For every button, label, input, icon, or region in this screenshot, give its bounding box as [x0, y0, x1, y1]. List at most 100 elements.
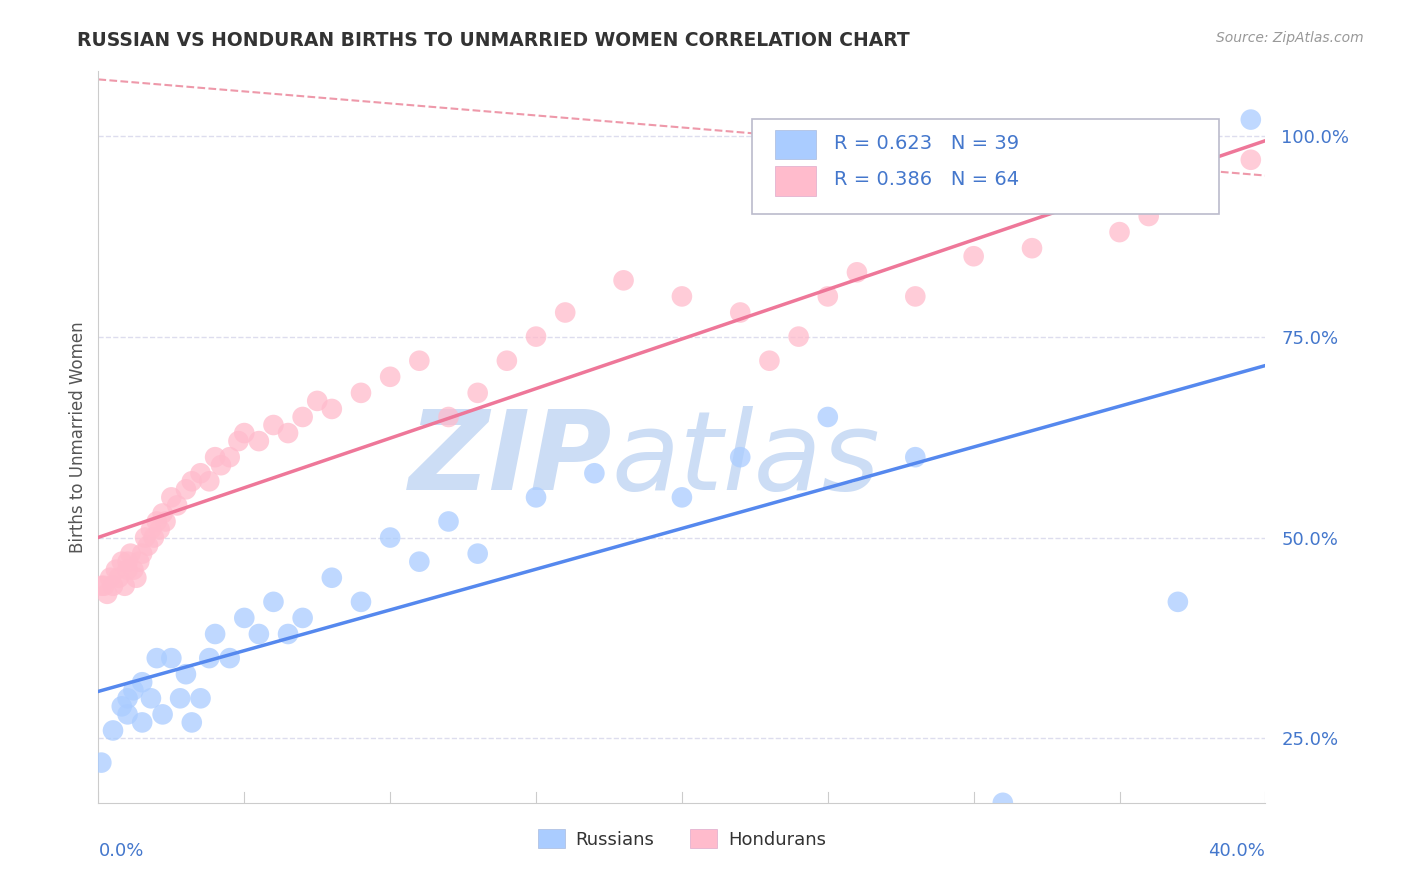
Point [437, 515, 460, 529]
Point [136, 539, 159, 553]
Point [93, 579, 115, 593]
Point [1240, 153, 1263, 167]
Y-axis label: Births to Unmarried Women: Births to Unmarried Women [69, 321, 87, 553]
Point [233, 611, 256, 625]
Point [131, 715, 153, 730]
Point [350, 595, 373, 609]
Point [233, 425, 256, 440]
Point [117, 563, 139, 577]
Point [96, 587, 118, 601]
Point [120, 547, 142, 561]
Point [554, 305, 576, 319]
Point [817, 409, 839, 424]
Point [104, 563, 127, 577]
FancyBboxPatch shape [752, 119, 1219, 214]
Point [408, 353, 430, 368]
Point [1021, 241, 1043, 255]
Point [152, 707, 174, 722]
Point [321, 571, 343, 585]
Point [139, 691, 162, 706]
Point [262, 417, 284, 432]
Point [169, 691, 191, 706]
Point [321, 401, 343, 416]
Point [131, 675, 153, 690]
Point [149, 523, 172, 537]
Point [146, 515, 169, 529]
Point [122, 563, 145, 577]
Point [524, 491, 547, 505]
Point [817, 289, 839, 303]
Point [108, 571, 131, 585]
Point [174, 667, 197, 681]
Point [117, 555, 139, 569]
Point [111, 699, 134, 714]
Point [1137, 209, 1160, 223]
Point [671, 491, 693, 505]
Point [247, 434, 270, 449]
Point [350, 385, 373, 400]
Point [180, 715, 202, 730]
Point [218, 450, 240, 465]
Point [146, 651, 169, 665]
Point [991, 796, 1014, 810]
Point [612, 273, 634, 287]
Point [962, 249, 984, 263]
Text: R = 0.386   N = 64: R = 0.386 N = 64 [834, 170, 1019, 189]
Point [730, 450, 752, 465]
Point [291, 409, 314, 424]
Point [117, 691, 139, 706]
Point [1240, 112, 1263, 127]
Point [247, 627, 270, 641]
Point [228, 434, 250, 449]
Legend: Russians, Hondurans: Russians, Hondurans [530, 822, 834, 856]
Point [174, 483, 197, 497]
Point [180, 475, 202, 489]
Point [90, 579, 112, 593]
Point [467, 385, 489, 400]
Point [98, 571, 121, 585]
Point [408, 555, 430, 569]
Point [1167, 595, 1189, 609]
Point [204, 450, 226, 465]
Point [142, 531, 165, 545]
Point [1167, 193, 1189, 207]
Point [117, 707, 139, 722]
Point [437, 409, 460, 424]
Point [1108, 225, 1130, 239]
Point [190, 467, 212, 481]
Text: 0.0%: 0.0% [98, 842, 143, 860]
Point [101, 579, 124, 593]
Point [122, 683, 145, 698]
Point [125, 571, 148, 585]
Point [583, 467, 606, 481]
Point [90, 756, 112, 770]
Point [155, 515, 177, 529]
Point [111, 555, 134, 569]
Point [380, 369, 402, 384]
Point [160, 651, 183, 665]
Point [758, 353, 780, 368]
Point [904, 450, 927, 465]
Text: Source: ZipAtlas.com: Source: ZipAtlas.com [1216, 31, 1364, 45]
Point [101, 723, 124, 738]
Point [134, 531, 156, 545]
Point [671, 289, 693, 303]
Point [198, 475, 221, 489]
Point [209, 458, 232, 473]
Point [166, 499, 188, 513]
Point [204, 627, 226, 641]
Point [524, 329, 547, 343]
Point [114, 579, 136, 593]
Point [128, 555, 150, 569]
Point [262, 595, 284, 609]
Text: atlas: atlas [612, 406, 880, 513]
Text: ZIP: ZIP [408, 406, 612, 513]
Point [277, 627, 299, 641]
Point [152, 507, 174, 521]
Point [218, 651, 240, 665]
Point [277, 425, 299, 440]
Point [846, 265, 869, 279]
Point [496, 353, 519, 368]
Point [190, 691, 212, 706]
Point [1195, 169, 1218, 183]
